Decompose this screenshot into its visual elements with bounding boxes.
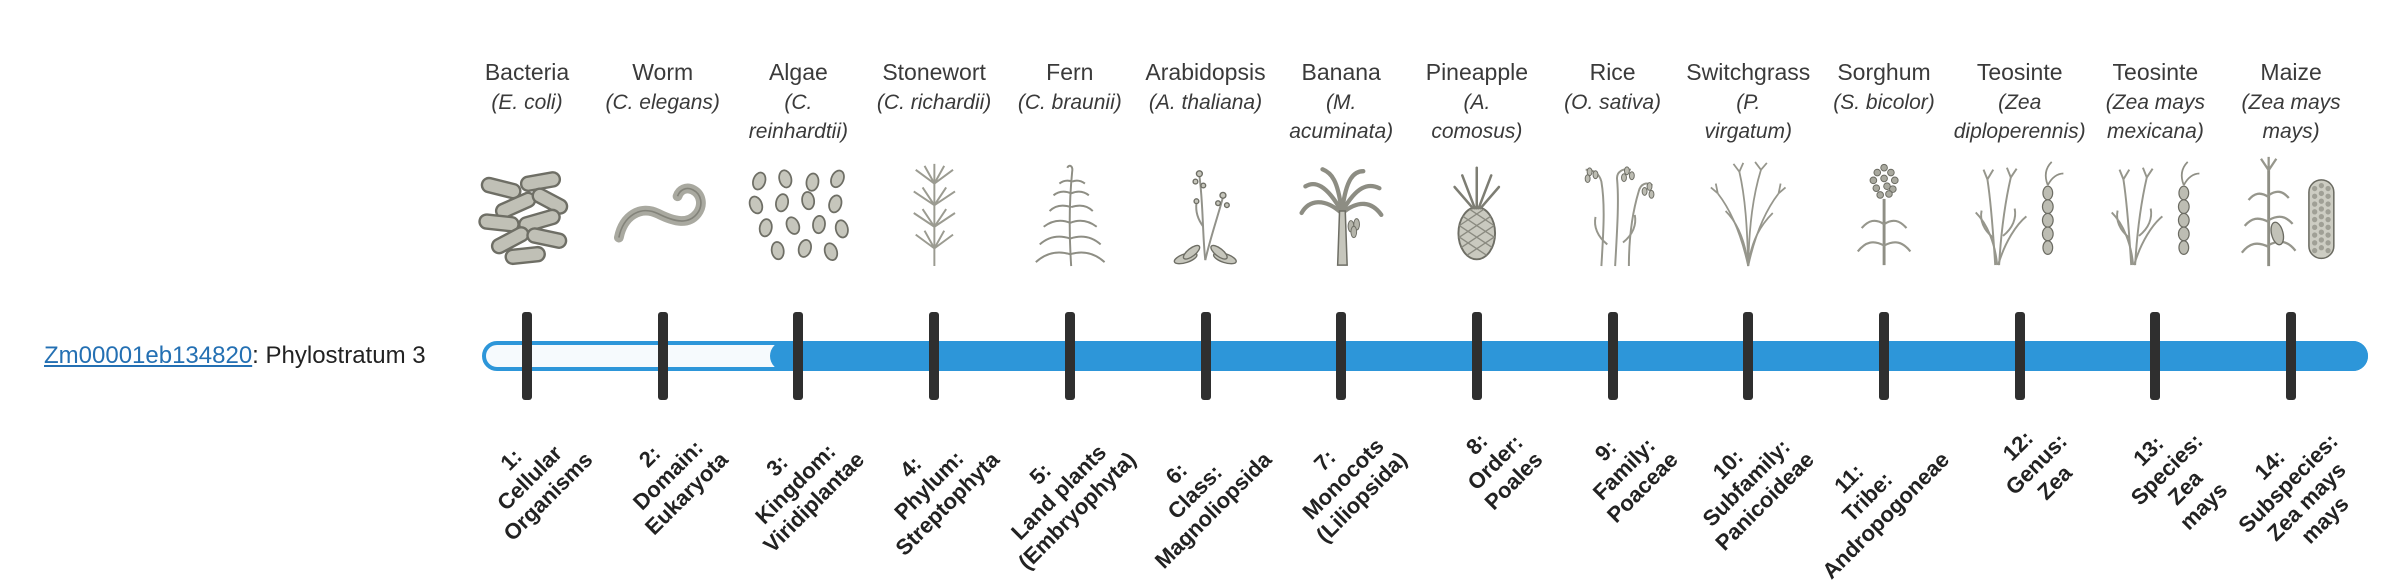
gene-label: Zm00001eb134820: Phylostratum 3: [44, 341, 426, 371]
organism-scientific-name: (C. reinhardtii): [748, 91, 848, 143]
organism-scientific-name: (A. comosus): [1431, 91, 1523, 143]
organism-scientific-name: (C. richardii): [876, 91, 992, 114]
organism-common-name: Worm: [632, 59, 694, 85]
stratum-stage-label: 5: Land plants (Embryophyta): [1005, 439, 1141, 575]
stratum-tick: [1879, 312, 1889, 400]
sorghum-icon: [1799, 148, 1969, 268]
stratum-stage-label: 13: Species: Zea mays: [2125, 428, 2233, 535]
stratum-tick: [1607, 312, 1618, 400]
organism-header: Banana (M. acuminata): [1256, 56, 1426, 268]
organism-common-name: Teosinte: [2112, 59, 2199, 85]
organism-scientific-name: (C. elegans): [605, 91, 720, 114]
stratum-tick: [2014, 312, 2025, 400]
organism-common-name: Teosinte: [1976, 59, 2063, 85]
organism-header: Sorghum (S. bicolor): [1799, 56, 1969, 268]
organism-scientific-name: (P. virgatum): [1704, 91, 1793, 143]
stratum-tick: [1336, 312, 1347, 400]
algae-icon: [713, 148, 883, 268]
organism-common-name: Rice: [1589, 59, 1636, 85]
stratum-stage-label: 8: Order: Poales: [1460, 428, 1548, 515]
organism-scientific-name: (Zea diploperennis): [1953, 91, 2086, 143]
gene-phylostratum-text: : Phylostratum 3: [252, 342, 426, 369]
organism-scientific-name: (E. coli): [491, 91, 563, 114]
organism-common-name: Stonewort: [882, 59, 986, 85]
bacteria-icon: [442, 148, 612, 268]
maize-icon: [2206, 148, 2376, 268]
organism-header: Switchgrass (P. virgatum): [1663, 56, 1833, 268]
organism-scientific-name: (Zea mays mexicana): [2105, 91, 2205, 143]
stratum-tick: [2286, 312, 2297, 400]
gene-id-link[interactable]: Zm00001eb134820: [44, 342, 253, 369]
organism-header: Rice (O. sativa): [1528, 56, 1698, 268]
organism-common-name: Arabidopsis: [1145, 59, 1266, 85]
organism-header: Worm (C. elegans): [578, 56, 748, 268]
organism-common-name: Maize: [2260, 59, 2322, 85]
banana-icon: [1256, 148, 1426, 268]
arabidopsis-icon: [1121, 148, 1291, 268]
organism-header: Teosinte (Zea diploperennis): [1935, 56, 2105, 268]
organism-common-name: Algae: [768, 59, 828, 85]
stratum-stage-label: 12: Genus: Zea: [1997, 425, 2077, 505]
organism-header: Algae (C. reinhardtii): [713, 56, 883, 268]
organism-common-name: Sorghum: [1837, 59, 1931, 85]
stratum-stage-label: 6: Class: Magnoliopsida: [1149, 446, 1276, 574]
organism-common-name: Pineapple: [1425, 59, 1529, 85]
stratum-tick: [929, 312, 940, 400]
organism-scientific-name: (Zea mays mays): [2241, 91, 2341, 143]
teosinte-icon: [1935, 148, 2105, 268]
timeline-track-filled: [770, 341, 2368, 371]
stratum-stage-label: 14: Subspecies: Zea mays mays: [2233, 428, 2354, 549]
stratum-stage-label: 9: Family: Poaceae: [1588, 432, 1684, 528]
stratum-tick: [2150, 312, 2161, 400]
organism-header: Stonewort (C. richardii): [849, 56, 1019, 268]
stratum-tick: [1471, 312, 1482, 400]
stratum-stage-label: 2: Domain: Eukaryota: [628, 434, 734, 540]
organism-header: Arabidopsis (A. thaliana): [1121, 56, 1291, 268]
organism-common-name: Bacteria: [484, 59, 570, 85]
teosinte-icon: [2070, 148, 2240, 268]
organism-scientific-name: (M. acuminata): [1289, 91, 1394, 143]
organism-header: Teosinte (Zea mays mexicana): [2070, 56, 2240, 268]
pineapple-icon: [1392, 148, 1562, 268]
organism-header: Fern (C. braunii): [985, 56, 1155, 268]
stratum-tick: [1743, 312, 1754, 400]
stratum-stage-label: 1: Cellular Organisms: [492, 440, 598, 546]
stratum-tick: [657, 312, 668, 400]
organism-scientific-name: (O. sativa): [1564, 91, 1662, 114]
stonewort-icon: [849, 148, 1019, 268]
stratum-tick: [522, 312, 532, 400]
stratum-stage-label: 4: Phylum: Streptophyta: [889, 445, 1005, 561]
organism-common-name: Switchgrass: [1686, 59, 1811, 85]
stratum-tick: [793, 312, 804, 400]
organism-common-name: Fern: [1046, 59, 1094, 85]
organism-scientific-name: (S. bicolor): [1833, 91, 1935, 114]
organism-header: Bacteria (E. coli): [442, 56, 612, 268]
rice-icon: [1528, 148, 1698, 268]
organism-scientific-name: (C. braunii): [1017, 91, 1122, 114]
organism-header: Maize (Zea mays mays): [2206, 56, 2376, 268]
stratum-stage-label: 11: Tribe: Andropogoneae: [1817, 446, 1955, 580]
organism-header: Pineapple (A. comosus): [1392, 56, 1562, 268]
switchgrass-icon: [1663, 148, 1833, 268]
stratum-stage-label: 7: Monocots (Liliopsida): [1297, 433, 1412, 548]
organism-common-name: Banana: [1301, 59, 1381, 85]
organism-scientific-name: (A. thaliana): [1148, 91, 1263, 114]
stratum-tick: [1200, 312, 1211, 400]
stratum-stage-label: 3: Kingdom: Viridiplantae: [749, 438, 869, 558]
worm-icon: [578, 148, 748, 268]
fern-icon: [985, 148, 1155, 268]
stratum-tick: [1064, 312, 1075, 400]
